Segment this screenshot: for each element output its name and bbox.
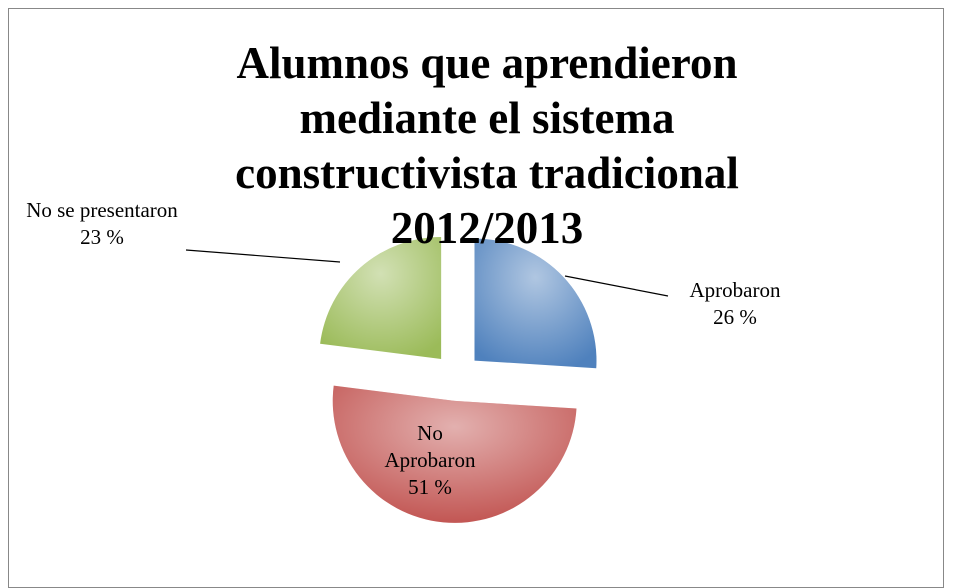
value-label: 51 % xyxy=(408,475,452,499)
data-label: No se presentaron 23 % xyxy=(12,197,192,251)
slice-highlight xyxy=(474,238,597,369)
value-label: 23 % xyxy=(80,225,124,249)
leader-line xyxy=(564,275,669,297)
chart-title: Alumnos que aprendieron mediante el sist… xyxy=(235,38,739,253)
chart: Alumnos que aprendieron mediante el sist… xyxy=(8,8,944,588)
data-label: Aprobaron 26 % xyxy=(660,277,810,331)
data-label: No Aprobaron 51 % xyxy=(375,420,485,501)
slice-highlight xyxy=(332,385,577,523)
slice-highlight xyxy=(320,236,442,359)
value-label: 26 % xyxy=(713,305,757,329)
category-label: No Aprobaron xyxy=(384,421,476,472)
category-label: Aprobaron xyxy=(689,278,781,302)
leader-line xyxy=(185,249,341,263)
plot xyxy=(185,236,669,523)
category-label: No se presentaron xyxy=(26,198,178,222)
